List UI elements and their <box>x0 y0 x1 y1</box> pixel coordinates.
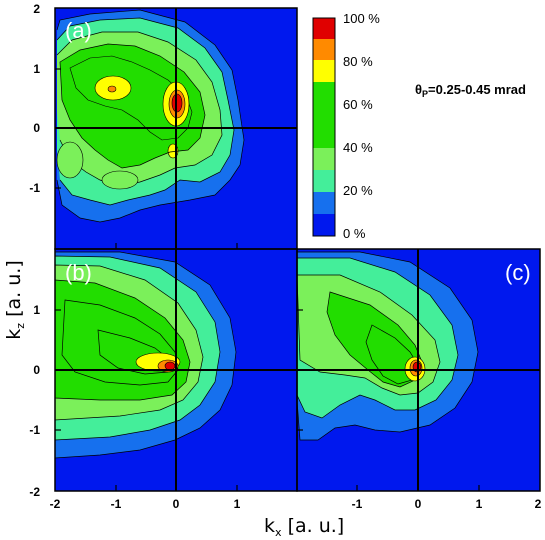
panel-c-label: (c) <box>505 260 531 285</box>
colorbar-swatch <box>313 18 335 39</box>
x-tick-label: 0 <box>415 497 422 511</box>
colorbar-label: 40 % <box>343 140 373 155</box>
x-tick-label: 1 <box>476 497 483 511</box>
y-tick-label: 0 <box>33 121 40 135</box>
panel-a-label: (a) <box>65 18 92 43</box>
contour-island-left <box>56 141 84 179</box>
x-axis-label: kx [a. u.] <box>264 515 344 539</box>
x-tick-label: -1 <box>352 497 363 511</box>
y-axis: 2 1 0 -1 1 0 -1 -2 <box>29 2 303 499</box>
contour-line-30 <box>56 31 223 187</box>
colorbar-swatch <box>313 192 335 214</box>
y-tick-label: 1 <box>33 303 40 317</box>
y-tick-label: 2 <box>33 2 40 16</box>
panel-b-label: (b) <box>65 260 92 285</box>
contour-line-10 <box>56 9 245 223</box>
y-tick-label: -1 <box>29 181 40 195</box>
contour-line-20 <box>56 17 235 206</box>
colorbar-swatch <box>313 60 335 82</box>
x-tick-label: 1 <box>234 497 241 511</box>
colorbar: 100 % 80 % 60 % 40 % 20 % 0 % <box>312 11 380 241</box>
colorbar-label: 60 % <box>343 97 373 112</box>
y-tick-label: -1 <box>29 423 40 437</box>
panel-a-contours <box>56 9 245 223</box>
x-tick-label: -2 <box>50 497 61 511</box>
colorbar-frame <box>312 17 336 237</box>
colorbar-label: 100 % <box>343 11 380 26</box>
contour-level-80-left <box>107 85 117 93</box>
colorbar-swatch <box>313 214 335 236</box>
colorbar-swatch <box>313 170 335 192</box>
contour-level-50 <box>69 55 193 141</box>
x-axis: -2 -1 0 1 -1 0 1 2 <box>50 243 542 511</box>
x-tick-label: 0 <box>173 497 180 511</box>
theta-annotation: θP=0.25-0.45 mrad <box>415 82 526 99</box>
y-tick-label: 1 <box>33 62 40 76</box>
x-tick-label: 2 <box>535 497 542 511</box>
x-tick-label: -1 <box>111 497 122 511</box>
y-tick-label: 0 <box>33 363 40 377</box>
colorbar-label: 0 % <box>343 226 366 241</box>
colorbar-swatch <box>313 148 335 170</box>
contour-island-bottom <box>101 170 139 190</box>
y-axis-label: kz [a. u.] <box>3 260 27 339</box>
colorbar-label: 20 % <box>343 183 373 198</box>
colorbar-swatch <box>313 82 335 104</box>
contour-level-100 <box>164 361 176 371</box>
contour-line-40 <box>59 43 206 169</box>
colorbar-swatch <box>313 104 335 148</box>
colorbar-swatch <box>313 39 335 60</box>
colorbar-label: 80 % <box>343 54 373 69</box>
y-tick-label: -2 <box>29 485 40 499</box>
